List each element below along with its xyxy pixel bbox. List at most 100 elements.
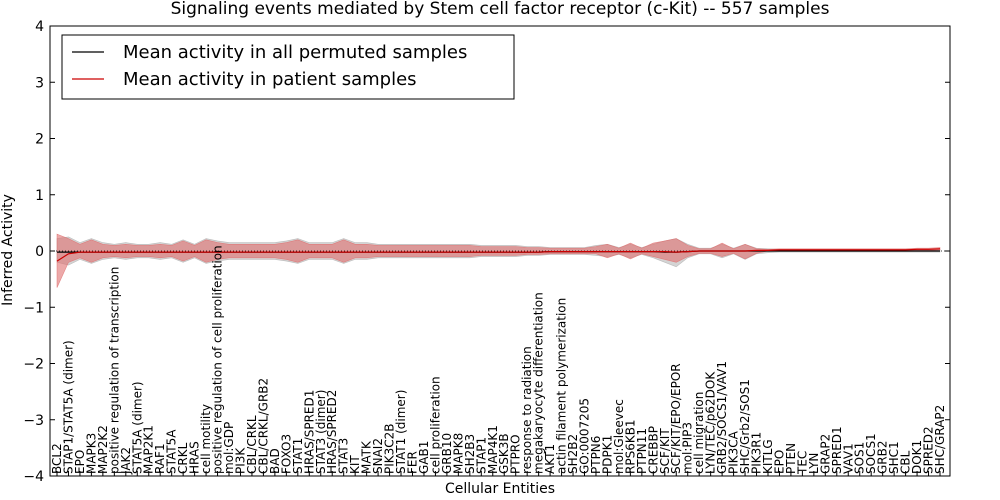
x-tick-label: SHC/Grb2/SOS1 (738, 379, 752, 474)
x-tick-label: CBL/CRKL/GRB2 (256, 378, 270, 474)
x-tick-label: GO:0007205 (578, 398, 592, 474)
confidence-bands (50, 233, 950, 288)
x-tick-label: STAP1 (474, 437, 488, 474)
x-tick-label: GRB2 (876, 440, 890, 474)
x-tick-label: SHC1 (887, 441, 901, 474)
x-tick-label: KIT (348, 455, 362, 474)
x-tick-label: PDPK1 (600, 435, 614, 474)
x-tick-label: STAT1 (291, 438, 305, 474)
x-tick-label: CBL (899, 450, 913, 474)
x-tick-label: SNAI2 (371, 438, 385, 474)
chart-title: Signaling events mediated by Stem cell f… (171, 0, 830, 19)
x-tick-label: cell motility (199, 404, 213, 474)
x-tick-label: STAT1 (dimer) (394, 390, 408, 474)
y-tick-label: 3 (35, 75, 44, 91)
x-tick-label: SCF/KIT (658, 428, 672, 474)
y-tick-label: 1 (35, 188, 44, 204)
x-tick-label: MATK (360, 440, 374, 474)
x-tick-label: CREBBP (646, 426, 660, 474)
y-tick-label: −3 (23, 413, 44, 429)
x-tick-label: PTPN11 (635, 428, 649, 474)
legend-box (61, 34, 515, 100)
patient-band (56, 233, 941, 288)
x-tick-label: mol:GDP (222, 422, 236, 474)
x-tick-label: EPO (73, 450, 87, 474)
x-tick-label: megakaryocyte differentiation (532, 292, 546, 474)
plot-frame (49, 25, 951, 477)
x-tick-label: PI3K (234, 447, 248, 474)
y-tick-label: 2 (35, 132, 44, 148)
x-tick-label: VAV1 (841, 443, 855, 474)
x-tick-label: STAT3 (337, 438, 351, 474)
x-tick-label: actin filament polymerization (555, 298, 569, 474)
x-tick-label: BCL2 (50, 443, 64, 474)
legend: Mean activity in all permuted samples Me… (61, 34, 515, 100)
x-tick-label: SH2B2 (566, 434, 580, 474)
x-tick-label: GRAP2 (818, 434, 832, 474)
x-tick-label: positive regulation of cell proliferatio… (211, 245, 225, 474)
y-tick-label: 0 (35, 244, 44, 260)
x-tick-label: FOXO3 (279, 434, 293, 474)
x-tick-label: MAPK3 (84, 433, 98, 474)
legend-label-patient: Mean activity in patient samples (123, 69, 417, 90)
y-ticks: −4 −3 −2 −1 0 1 2 3 4 (23, 19, 950, 485)
x-tick-label: SPRED2 (922, 426, 936, 474)
x-tick-label: SOCS1 (864, 433, 878, 474)
series-lines (56, 248, 941, 262)
x-tick-label: BAD (268, 448, 282, 474)
x-tick-label: cell migration (692, 392, 706, 474)
x-axis-label: Cellular Entities (445, 481, 555, 497)
y-axis-label: Inferred Activity (0, 194, 16, 306)
x-tick-label: MAPK8 (451, 433, 465, 474)
x-tick-label: mol:Gleevec (612, 399, 626, 474)
x-tick-label: KITLG (761, 439, 775, 474)
x-tick-label: PIK3C2B (383, 423, 397, 474)
x-tick-label: TEC (795, 451, 809, 475)
x-tick-label: GRB10 (440, 433, 454, 474)
x-tick-label: MAP2K2 (96, 425, 110, 474)
x-tick-label: SH2B3 (463, 434, 477, 474)
x-tick-label: PTPRO (509, 434, 523, 474)
x-tick-label: HRAS/SPRED2 (325, 390, 339, 474)
x-tick-label: PTEN (784, 443, 798, 474)
x-tick-label: STAT5A (dimer) (130, 381, 144, 474)
x-tick-label: GRB2/SOCS1/VAV1 (715, 361, 729, 474)
x-tick-label: GAB1 (417, 441, 431, 474)
x-tick-label: response to radiation (520, 346, 534, 474)
patient-mean-line (56, 248, 941, 262)
x-tick-label: SPRED1 (830, 426, 844, 474)
x-tick-label: LYN (807, 453, 821, 474)
y-tick-label: −1 (23, 300, 44, 316)
x-tick-label: STAP1/STAT5A (dimer) (62, 340, 76, 474)
x-tick-label: LYN/TEC/p62DOK (704, 371, 718, 474)
x-tick-label: FER (406, 451, 420, 474)
legend-label-permuted: Mean activity in all permuted samples (123, 42, 467, 63)
x-tick-label: SHC/GRAP2 (933, 405, 947, 474)
x-tick-label: GSK3B (497, 433, 511, 474)
x-tick-label: RPS6KB1 (623, 419, 637, 474)
x-tick-label: RAF1 (153, 443, 167, 474)
x-tick-label: PIK3R1 (750, 432, 764, 474)
x-tick-label: MAP2K1 (142, 425, 156, 474)
x-tick-label: HRAS/SPRED1 (302, 390, 316, 474)
x-tick-label: AKT1 (543, 444, 557, 474)
x-tick-label: SCF/KIT/EPO/EPOR (669, 363, 683, 474)
y-tick-label: −2 (23, 357, 44, 373)
x-tick-label: STAT5A (165, 429, 179, 474)
x-tick-label: SOS1 (853, 442, 867, 474)
x-tick-label: MAP4K1 (486, 425, 500, 474)
x-tick-label: PIK3CA (727, 430, 741, 474)
x-tick-label: HRAS (188, 441, 202, 474)
y-tick-label: −4 (23, 469, 44, 485)
x-tick-label: EPO (773, 450, 787, 474)
x-tick-label: JAK2 (119, 447, 133, 475)
x-tick-label: cell proliferation (428, 376, 442, 474)
y-tick-label: 4 (35, 19, 44, 35)
x-tick-label: DOK1 (910, 440, 924, 474)
x-tick-label: STAT3 (dimer) (314, 390, 328, 474)
x-tick-label: CRKL (176, 442, 190, 474)
x-tick-label: CBL/CRKL (245, 415, 259, 474)
x-tick-label: positive regulation of transcription (107, 267, 121, 474)
